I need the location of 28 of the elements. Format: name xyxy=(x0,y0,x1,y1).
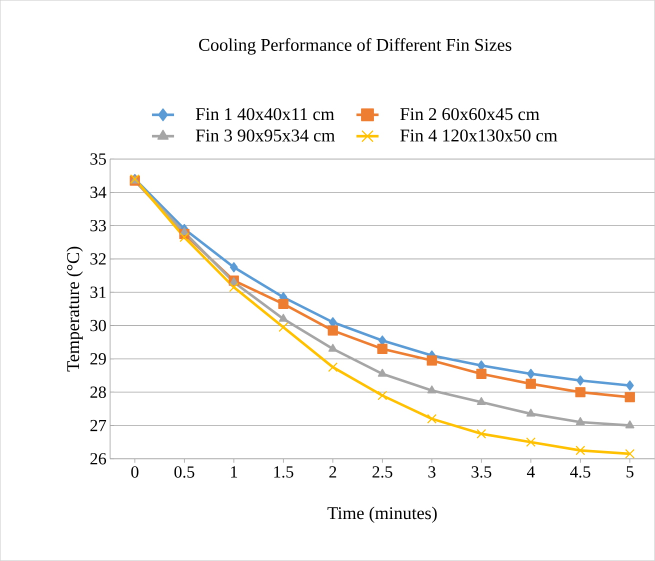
legend-label: Fin 3 90x95x34 cm xyxy=(196,130,335,142)
x-tick-label: 4.5 xyxy=(570,466,590,478)
x-tick-label: 5 xyxy=(626,466,634,478)
x-tick-label: 0.5 xyxy=(174,466,194,478)
x-tick-label: 3 xyxy=(428,466,436,478)
y-tick-label: 33 xyxy=(90,220,106,232)
x-axis-title: Time (minutes) xyxy=(328,506,437,523)
y-tick-label: 29 xyxy=(90,353,106,365)
y-tick-label: 26 xyxy=(90,453,106,465)
x-tick-label: 0 xyxy=(131,466,138,478)
x-tick-label: 2.5 xyxy=(372,466,392,478)
legend-label: Fin 2 60x60x45 cm xyxy=(400,108,540,120)
y-axis-title: Temperature (°C) xyxy=(66,246,83,372)
legend-label: Fin 1 40x40x11 cm xyxy=(196,108,334,120)
y-tick-label: 35 xyxy=(90,153,106,165)
y-tick-label: 27 xyxy=(90,420,106,432)
y-tick-label: 30 xyxy=(90,320,106,332)
chart-title: Cooling Performance of Different Fin Sizes xyxy=(199,38,512,55)
x-tick-label: 1 xyxy=(231,466,238,478)
x-tick-label: 4 xyxy=(526,466,535,478)
y-tick-label: 28 xyxy=(90,386,106,398)
y-tick-label: 31 xyxy=(90,286,106,298)
y-tick-label: 32 xyxy=(90,253,106,265)
legend-label: Fin 4 120x130x50 cm xyxy=(400,130,558,142)
x-tick-label: 1.5 xyxy=(274,466,294,478)
x-tick-label: 2 xyxy=(329,466,336,478)
y-tick-label: 34 xyxy=(90,186,106,198)
x-tick-label: 3.5 xyxy=(472,466,492,478)
